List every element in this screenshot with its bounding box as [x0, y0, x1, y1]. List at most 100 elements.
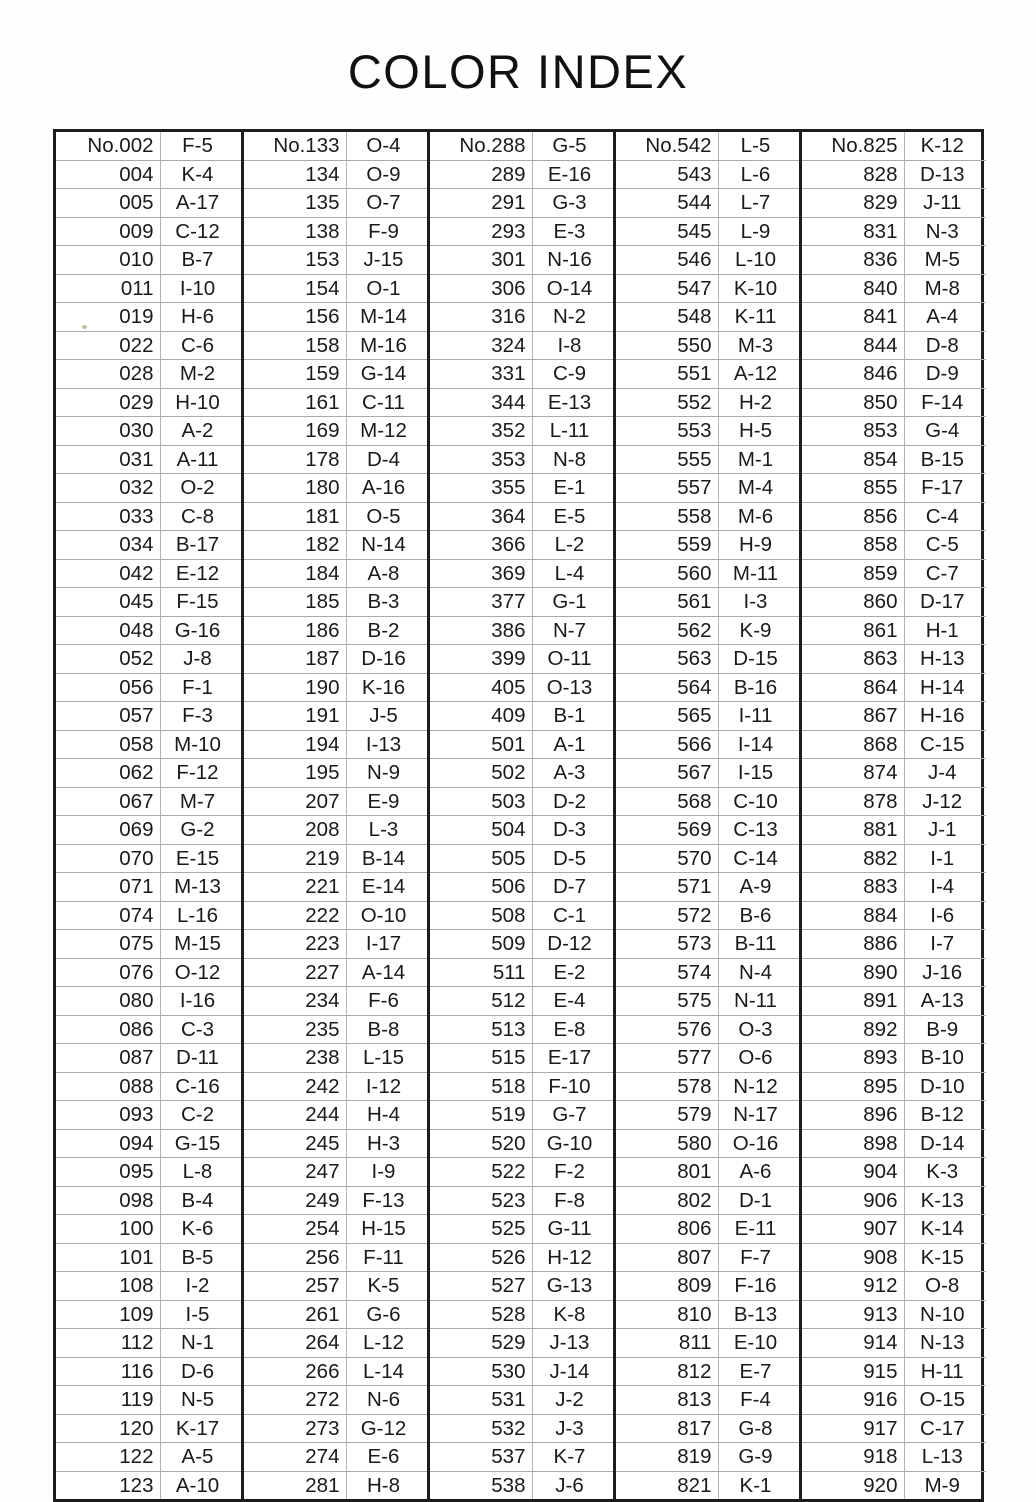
cell-number: 266: [240, 1357, 347, 1386]
table-row: 075 M-15 223 I-17 509 D-12 573 B-11 886 I-7: [56, 929, 986, 959]
cell-number: 562: [612, 616, 719, 645]
cell-code: K-4: [160, 160, 242, 189]
cell-number: 853: [798, 416, 905, 446]
cell-number: 846: [798, 359, 905, 389]
cell-number: 153: [240, 245, 347, 275]
table-row: 058 M-10 194 I-13 501 A-1 566 I-14 868 C-15: [56, 730, 986, 759]
cell-number: 836: [798, 245, 905, 275]
cell-number: 580: [612, 1129, 719, 1158]
cell-number: 120: [56, 1414, 161, 1443]
table-row: 048 G-16 186 B-2 386 N-7 562 K-9 861 H-1: [56, 616, 986, 645]
cell-code: F-9: [346, 217, 428, 246]
cell-number: 156: [240, 302, 347, 332]
cell-number: 291: [426, 188, 533, 218]
cell-code: F-14: [904, 388, 986, 417]
table-row: 108 I-2 257 K-5 527 G-13 809 F-16 912 O-8: [56, 1271, 986, 1301]
cell-code: E-12: [160, 559, 242, 588]
cell-code: D-11: [160, 1043, 242, 1073]
cell-code: H-2: [718, 388, 800, 417]
table-row: 119 N-5 272 N-6 531 J-2 813 F-4 916 O-15: [56, 1385, 986, 1415]
cell-code: E-2: [532, 958, 614, 987]
cell-number: 501: [426, 730, 533, 759]
cell-number: 558: [612, 502, 719, 531]
cell-number: 034: [56, 530, 161, 560]
cell-code: F-10: [532, 1072, 614, 1101]
cell-code: G-6: [346, 1300, 428, 1329]
cell-code: G-14: [346, 359, 428, 389]
cell-number: 807: [612, 1243, 719, 1272]
cell-number: 009: [56, 217, 161, 246]
cell-code: O-8: [904, 1271, 986, 1301]
cell-code: B-16: [718, 673, 800, 702]
cell-number: 812: [612, 1357, 719, 1386]
cell-number: 855: [798, 473, 905, 503]
cell-code: D-1: [718, 1186, 800, 1215]
cell-code: C-17: [904, 1414, 986, 1443]
cell-code: F-4: [718, 1385, 800, 1415]
cell-number: 908: [798, 1243, 905, 1272]
cell-number: 048: [56, 616, 161, 645]
cell-number: 112: [56, 1328, 161, 1358]
cell-code: N-10: [904, 1300, 986, 1329]
cell-number: 513: [426, 1015, 533, 1044]
cell-code: I-4: [904, 872, 986, 902]
cell-code: H-6: [160, 302, 242, 332]
cell-code: F-1: [160, 673, 242, 702]
cell-code: O-14: [532, 274, 614, 303]
cell-code: O-10: [346, 901, 428, 930]
cell-code: O-11: [532, 644, 614, 674]
cell-number: 891: [798, 986, 905, 1016]
cell-number: 504: [426, 815, 533, 845]
cell-code: G-9: [718, 1442, 800, 1472]
cell-code: K-10: [718, 274, 800, 303]
cell-code: N-3: [904, 217, 986, 246]
cell-number: 918: [798, 1442, 905, 1472]
cell-number: 101: [56, 1243, 161, 1272]
cell-code: N-17: [718, 1100, 800, 1130]
cell-number: 194: [240, 730, 347, 759]
cell-code: L-16: [160, 901, 242, 930]
cell-code: K-8: [532, 1300, 614, 1329]
cell-number: 195: [240, 758, 347, 788]
cell-code: L-14: [346, 1357, 428, 1386]
cell-code: B-3: [346, 587, 428, 617]
cell-number: 568: [612, 787, 719, 816]
cell-code: L-10: [718, 245, 800, 275]
cell-code: K-11: [718, 302, 800, 332]
table-row: 095 L-8 247 I-9 522 F-2 801 A-6 904 K-3: [56, 1157, 986, 1187]
cell-code: I-9: [346, 1157, 428, 1187]
cell-number: 098: [56, 1186, 161, 1215]
cell-number: 898: [798, 1129, 905, 1158]
cell-code: O-9: [346, 160, 428, 189]
cell-code: K-12: [904, 132, 986, 161]
cell-number: 095: [56, 1157, 161, 1187]
cell-number: 914: [798, 1328, 905, 1358]
cell-code: H-5: [718, 416, 800, 446]
cell-number: 906: [798, 1186, 905, 1215]
cell-code: A-2: [160, 416, 242, 446]
cell-code: F-13: [346, 1186, 428, 1215]
table-row: 112 N-1 264 L-12 529 J-13 811 E-10 914 N-13: [56, 1328, 986, 1358]
cell-code: L-7: [718, 188, 800, 218]
cell-code: B-11: [718, 929, 800, 959]
cell-number: 566: [612, 730, 719, 759]
cell-number: 856: [798, 502, 905, 531]
cell-number: No.288: [426, 132, 533, 161]
cell-code: I-3: [718, 587, 800, 617]
cell-number: 109: [56, 1300, 161, 1329]
cell-number: 565: [612, 701, 719, 731]
cell-code: C-9: [532, 359, 614, 389]
cell-code: D-2: [532, 787, 614, 816]
cell-number: 289: [426, 160, 533, 189]
cell-number: 244: [240, 1100, 347, 1130]
cell-code: O-12: [160, 958, 242, 987]
cell-number: 159: [240, 359, 347, 389]
cell-code: I-10: [160, 274, 242, 303]
cell-code: L-9: [718, 217, 800, 246]
cell-code: L-12: [346, 1328, 428, 1358]
cell-code: E-10: [718, 1328, 800, 1358]
cell-number: 874: [798, 758, 905, 788]
table-row: 032 O-2 180 A-16 355 E-1 557 M-4 855 F-17: [56, 473, 986, 503]
cell-code: I-13: [346, 730, 428, 759]
cell-code: L-11: [532, 416, 614, 446]
